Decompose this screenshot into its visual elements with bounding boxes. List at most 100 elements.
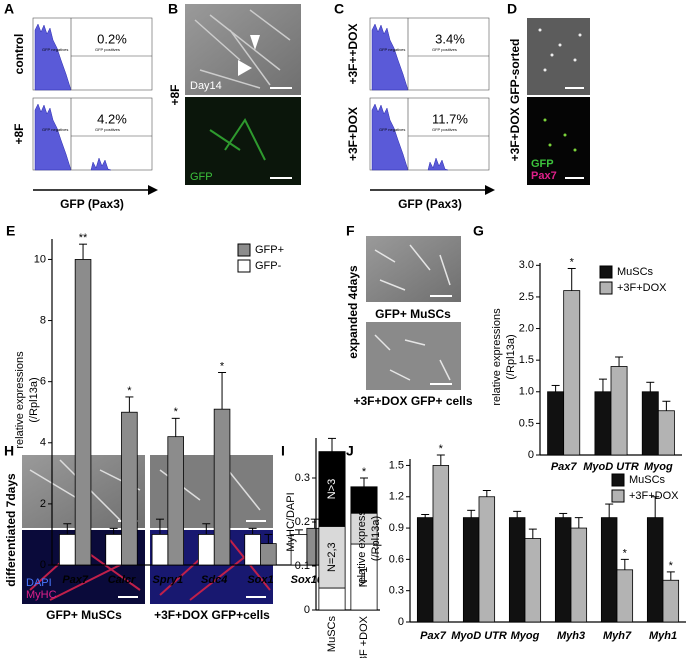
caption: GFP+ MuSCs — [46, 608, 122, 622]
bar — [554, 517, 572, 623]
percentage: 0.2% — [97, 31, 127, 46]
percentage: 3.4% — [435, 31, 465, 46]
segment-label: N=1 — [358, 567, 370, 588]
bar — [432, 465, 450, 623]
gate-label: GFP negatives — [42, 127, 68, 132]
bar — [641, 391, 659, 456]
x-tick-label: MuSCs — [326, 616, 338, 653]
y-tick-label: 0 — [528, 449, 534, 461]
legend-label: +3F+DOX — [629, 490, 679, 502]
y-tick-label: 4 — [40, 437, 46, 449]
channel-label: MyHC — [26, 589, 57, 601]
gate-label: GFP positives — [95, 127, 120, 132]
bar — [462, 517, 480, 623]
x-tick-label: Myh7 — [603, 630, 632, 642]
bar — [646, 517, 664, 623]
row-label: +3F+DOX — [346, 107, 360, 161]
segment-label: N>3 — [326, 479, 338, 500]
panel-label: D — [507, 1, 517, 17]
panel-c: C +3F++DOX +3F+DOX 3.4% 11.7% GFP negati… — [334, 1, 495, 211]
gate-label: GFP negatives — [379, 127, 405, 132]
gate-label: GFP positives — [432, 47, 457, 52]
x-tick-label: Pax7 — [551, 461, 578, 473]
gate-label: GFP negatives — [379, 47, 405, 52]
significance: * — [439, 443, 444, 455]
panel-label: E — [6, 223, 15, 239]
panel-label: J — [346, 443, 354, 459]
significance: * — [669, 560, 674, 572]
x-axis-label: GFP (Pax3) — [60, 197, 124, 211]
y-tick-label: 10 — [34, 253, 46, 265]
segment-label: N=2,3 — [326, 542, 338, 572]
x-tick-label: Sdc4 — [201, 574, 227, 586]
gate-label: GFP negatives — [42, 47, 68, 52]
x-tick-label: Myog — [511, 630, 540, 642]
x-axis-label: GFP (Pax3) — [398, 197, 462, 211]
row-label: control — [12, 34, 26, 75]
y-tick-label: 0.3 — [295, 472, 310, 484]
bar — [290, 534, 308, 566]
panel-a: A control +8F 0.2% 4.2% GFP negatives GF… — [4, 1, 158, 211]
y-tick-label: 8 — [40, 314, 46, 326]
percentage: 11.7% — [432, 111, 468, 126]
percentage: 4.2% — [97, 111, 127, 126]
legend-label: MuSCs — [629, 474, 666, 486]
row-label: differentiated 7days — [4, 473, 18, 587]
significance: * — [570, 256, 575, 268]
y-axis-label: MyHC/DAPI — [285, 492, 297, 551]
legend-swatch — [611, 473, 625, 487]
bar — [508, 517, 526, 623]
y-axis-label: (/Rpl13a) — [28, 377, 40, 422]
bar — [657, 410, 675, 456]
panel-b: B +8F Day14 GFP — [168, 1, 301, 185]
panel-label: C — [334, 1, 344, 17]
bar — [524, 538, 542, 623]
bar — [563, 290, 581, 456]
bar — [151, 534, 169, 566]
y-axis-label: relative expressions — [356, 489, 368, 587]
y-tick-label: 2.0 — [519, 322, 534, 334]
legend-swatch — [599, 265, 613, 279]
bar-segment — [318, 451, 346, 527]
bar — [213, 408, 231, 566]
y-tick-label: 0.1 — [295, 560, 310, 572]
row-label: +3F+DOX GFP-sorted — [508, 39, 522, 162]
panel-label: G — [473, 223, 484, 239]
legend-label: +3F+DOX — [617, 282, 667, 294]
y-tick-label: 1.2 — [389, 491, 404, 503]
legend-label: GFP- — [255, 260, 282, 272]
legend-swatch — [599, 281, 613, 295]
significance: * — [220, 360, 225, 372]
significance: * — [623, 547, 628, 559]
y-axis-label: (/Rpl13a) — [370, 516, 382, 561]
x-tick-label: MyoD UTR — [451, 630, 507, 642]
panel-label: B — [168, 1, 178, 17]
bar — [121, 411, 138, 566]
panel-label: F — [346, 223, 355, 239]
caption: +3F+DOX GFP+cells — [154, 608, 270, 622]
y-axis-label: relative expressions — [14, 351, 26, 449]
channel-label: Pax7 — [531, 170, 557, 182]
panel-h: H differentiated 7days DAPI MyHC GFP+ Mu… — [4, 443, 273, 622]
bar — [610, 366, 628, 456]
x-tick-label: Calcr — [108, 574, 136, 586]
bar — [198, 534, 215, 566]
y-tick-label: 1.0 — [519, 386, 534, 398]
bar — [59, 534, 76, 566]
panel-label: H — [4, 443, 14, 459]
bar — [547, 391, 565, 456]
channel-label: DAPI — [26, 577, 52, 589]
y-tick-label: 0 — [40, 559, 46, 571]
x-tick-label: Myh1 — [649, 630, 677, 642]
caption: GFP+ MuSCs — [375, 307, 451, 321]
y-tick-label: 0.6 — [389, 553, 404, 565]
x-tick-label: MyoD UTR — [583, 461, 639, 473]
x-tick-label: Myh3 — [557, 630, 585, 642]
y-tick-label: 6 — [40, 376, 46, 388]
y-tick-label: 3.0 — [519, 259, 534, 271]
bar — [416, 517, 434, 623]
y-tick-label: 0.3 — [389, 585, 404, 597]
y-axis-label: (/Rpl13a) — [505, 334, 517, 379]
panel-label: I — [281, 443, 285, 459]
